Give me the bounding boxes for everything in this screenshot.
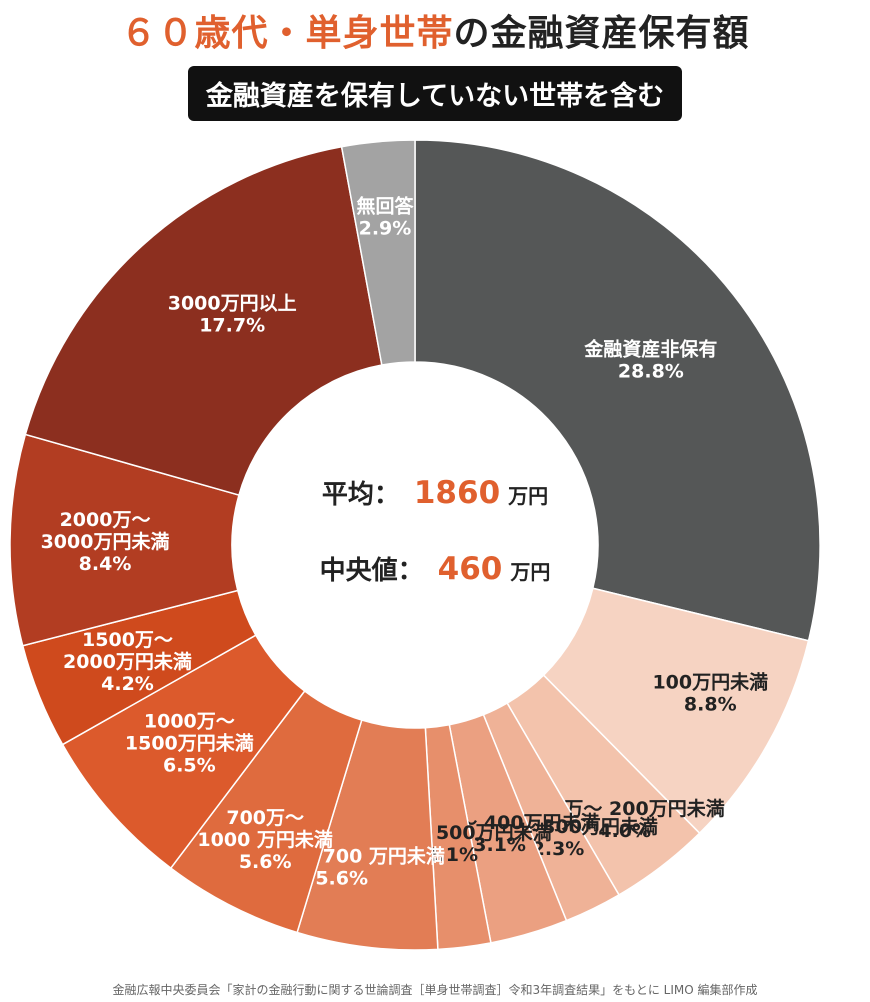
slice-percent: 8.4% <box>79 553 132 575</box>
slice-percent: 4.2% <box>101 673 154 695</box>
slice-percent: 28.8% <box>618 361 684 383</box>
slice-label: 1500万～ 2000万円未満 4.2% <box>63 629 192 695</box>
slice-percent: 3.1% <box>473 834 526 856</box>
slice-label: 100万円未満 8.8% <box>652 670 768 715</box>
chart-title-rest: の金融資産保有額 <box>453 13 750 54</box>
average-unit: 万円 <box>508 484 549 508</box>
slice-percent: 2.1% <box>425 844 478 866</box>
donut-slice <box>24 145 383 496</box>
chart-title-accent: ６０歳代・単身世帯 <box>120 13 454 54</box>
median-unit: 万円 <box>510 560 551 584</box>
chart-title: ６０歳代・単身世帯の金融資産保有額 <box>0 4 870 56</box>
slice-category: 3000万円未満 <box>41 530 170 553</box>
slice-category: 100万円未満 <box>652 670 768 693</box>
average-value: 1860 <box>413 475 501 511</box>
slice-percent: 17.7% <box>199 314 265 336</box>
chart-subtitle: 金融資産を保有していない世帯を含む <box>187 66 683 121</box>
slice-percent: 5.6% <box>315 868 368 890</box>
slice-percent: 6.5% <box>163 755 216 777</box>
slice-label: 100万～ 200万円未満 4.0% <box>525 797 725 842</box>
subtitle-wrap: 金融資産を保有していない世帯を含む <box>0 66 870 121</box>
slice-category: 2000万円未満 <box>63 650 192 673</box>
slice-label: 3000万円以上 17.7% <box>168 292 297 336</box>
donut-slice <box>340 139 416 366</box>
slice-percent: 5.6% <box>239 851 292 873</box>
slice-percent: 8.8% <box>684 693 737 715</box>
slice-percent: 4.0% <box>598 820 651 842</box>
slice-category: 1500万円未満 <box>125 732 254 755</box>
slice-category: 1000 万円未満 <box>197 828 333 851</box>
slice-label: 1000万～ 1500万円未満 6.5% <box>125 711 254 777</box>
slice-category: 2000万～ <box>60 509 151 531</box>
slice-category: 3000万円以上 <box>168 292 297 314</box>
slice-label: 無回答 2.9% <box>356 194 414 239</box>
donut-slice <box>542 587 810 835</box>
slice-label: 2000万～ 3000万円未満 8.4% <box>41 509 170 575</box>
median-value: 460 <box>437 551 503 587</box>
median-label: 中央値： <box>319 556 424 586</box>
source-note: 金融広報中央委員会「家計の金融行動に関する世論調査［単身世帯調査］令和3年調査結… <box>112 983 758 997</box>
median-line: 中央値： 460 万円 <box>0 550 870 587</box>
slice-category: 100万～ 200万円未満 <box>525 797 725 820</box>
slice-label: 金融資産非保有 28.8% <box>583 338 717 383</box>
slice-percent: 2.3% <box>532 838 585 860</box>
slice-label: 700万～ 1000 万円未満 5.6% <box>197 807 333 873</box>
slice-category: 1000万～ <box>144 711 235 733</box>
donut-slice <box>414 139 821 642</box>
slice-category: 無回答 <box>356 194 414 217</box>
average-line: 平均： 1860 万円 <box>0 474 870 511</box>
slice-category: 1500万～ <box>82 629 173 651</box>
average-label: 平均： <box>321 480 400 510</box>
slice-category: 金融資産非保有 <box>583 338 717 361</box>
slice-percent: 2.9% <box>359 217 412 239</box>
slice-category: 700万～ <box>226 807 304 829</box>
